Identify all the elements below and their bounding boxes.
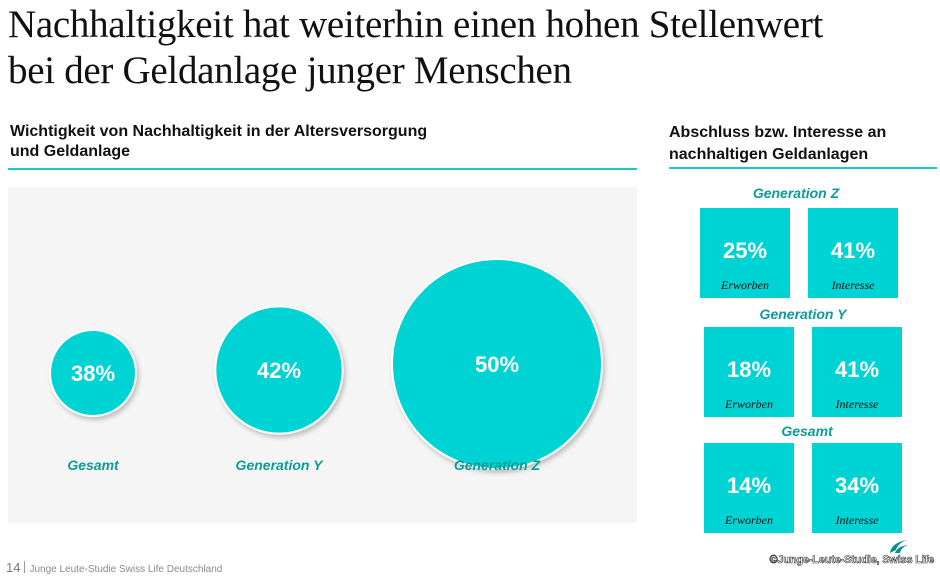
tile-caption: Erworben bbox=[725, 397, 773, 411]
tile-generation-y-interesse: 41% Interesse bbox=[812, 327, 902, 417]
tile-gesamt-interesse: 34% Interesse bbox=[812, 443, 902, 533]
tile-generation-y-erworben: 18% Erworben bbox=[704, 327, 794, 417]
group-title-generation-y: Generation Y bbox=[759, 306, 847, 322]
tile-value: 25% bbox=[722, 238, 768, 263]
tile-gesamt-erworben: 14% Erworben bbox=[704, 443, 794, 533]
page-title-line-1: Nachhaltigkeit hat weiterhin einen hohen… bbox=[8, 3, 824, 46]
footer-divider bbox=[24, 561, 26, 573]
group-title-generation-z: Generation Z bbox=[752, 185, 840, 201]
footer-source: Junge Leute-Studie Swiss Life Deutschlan… bbox=[29, 564, 223, 575]
tile-caption: Erworben bbox=[725, 513, 773, 527]
tile-generation-z-interesse: 41% Interesse bbox=[808, 208, 898, 298]
tile-caption: Erworben bbox=[721, 278, 769, 292]
copyright-watermark: ©Junge-Leute-Studie, Swiss Life bbox=[769, 554, 934, 567]
tiles-heading-line-1: Abschluss bzw. Interesse an bbox=[669, 124, 887, 141]
bubble-chart-heading: Wichtigkeit von Nachhaltigkeit in der Al… bbox=[10, 122, 630, 162]
bubble-chart-heading-line-1: Wichtigkeit von Nachhaltigkeit in der Al… bbox=[10, 123, 428, 140]
tile-generation-z-erworben: 25% Erworben bbox=[700, 208, 790, 298]
swiss-life-logo-icon bbox=[890, 540, 908, 553]
tile-value: 34% bbox=[834, 473, 880, 498]
tiles-heading: Abschluss bzw. Interesse an nachhaltigen… bbox=[669, 122, 939, 166]
tile-value: 18% bbox=[726, 357, 772, 382]
page-number: 14 bbox=[6, 560, 21, 575]
footer: 14 Junge Leute-Studie Swiss Life Deutschl… bbox=[6, 560, 222, 575]
tiles-heading-rule bbox=[669, 167, 937, 169]
bubble-category-label-gesamt: Gesamt bbox=[67, 457, 119, 473]
page-title-line-2: bei der Geldanlage junger Menschen bbox=[8, 49, 572, 92]
tile-caption: Interesse bbox=[835, 513, 879, 527]
bubble-chart-heading-rule bbox=[8, 168, 637, 170]
tile-value: 14% bbox=[726, 473, 772, 498]
tile-value: 41% bbox=[834, 357, 880, 382]
tile-value: 41% bbox=[830, 238, 876, 263]
bubble-chart-heading-line-2: und Geldanlage bbox=[10, 143, 131, 160]
group-title-gesamt: Gesamt bbox=[781, 423, 833, 439]
tile-caption: Interesse bbox=[835, 397, 879, 411]
bubble-category-label-generation-y: Generation Y bbox=[235, 457, 323, 473]
page-title: Nachhaltigkeit hat weiterhin einen hohen… bbox=[8, 2, 938, 94]
bubble-category-label-generation-z: Generation Z bbox=[453, 457, 541, 473]
tile-caption: Interesse bbox=[831, 278, 875, 292]
tiles-heading-line-2: nachhaltigen Geldanlagen bbox=[669, 146, 869, 163]
